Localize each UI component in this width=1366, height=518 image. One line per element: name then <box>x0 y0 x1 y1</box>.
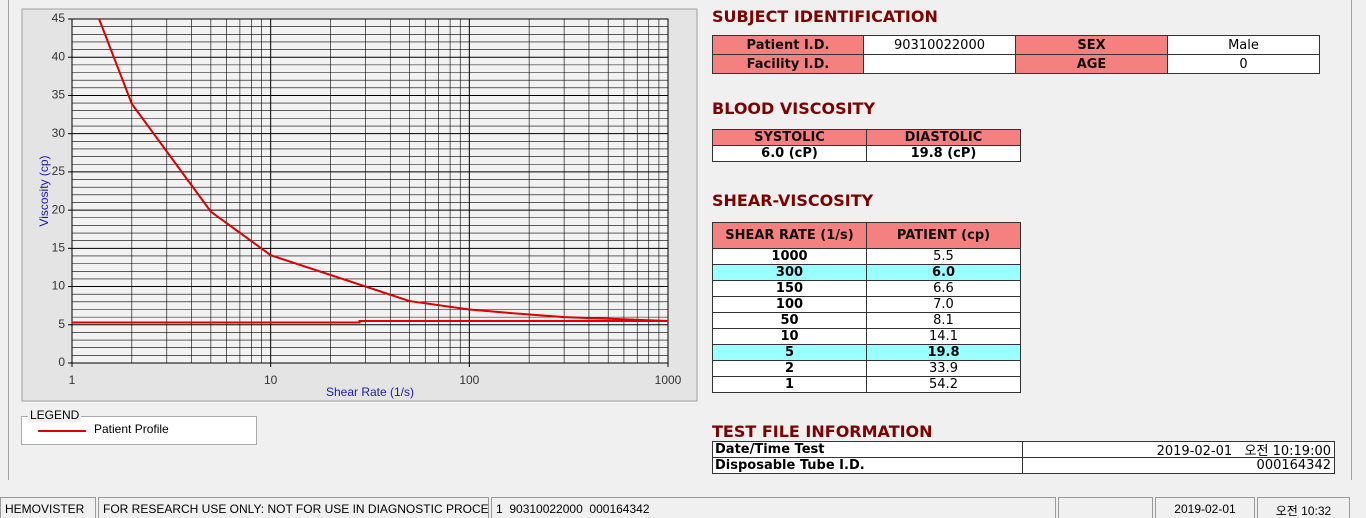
table-cell: 33.9 <box>866 360 1021 377</box>
field-label: Patient I.D. <box>712 35 864 55</box>
series-line <box>72 319 668 324</box>
panel-border <box>8 0 9 480</box>
y-tick-label: 0 <box>58 355 65 369</box>
y-tick-label: 35 <box>52 88 66 102</box>
y-tick-label: 10 <box>52 279 66 293</box>
table-cell: 150 <box>712 280 867 297</box>
table-cell: 54.2 <box>866 376 1021 393</box>
table-cell: 50 <box>712 312 867 329</box>
table-header: SYSTOLIC <box>712 129 867 146</box>
table-header: DIASTOLIC <box>866 129 1021 146</box>
field-label: Facility I.D. <box>712 54 864 74</box>
section-title: SHEAR-VISCOSITY <box>712 191 874 210</box>
table-cell: Disposable Tube I.D. <box>712 457 1023 474</box>
legend-title: LEGEND <box>28 408 82 422</box>
chart: 0 5 10 15 20 25 30 35 40 45 1 10 100 1000 Shear Rate … <box>21 8 698 402</box>
plot-area <box>71 18 669 364</box>
x-tick-label: 1000 <box>655 373 682 387</box>
table-cell: 19.8 <box>866 344 1021 361</box>
section-title: SUBJECT IDENTIFICATION <box>712 7 938 26</box>
x-tick-label: 1 <box>69 373 76 387</box>
y-axis-title: Viscosity (cp) <box>37 155 51 226</box>
y-tick-label: 15 <box>52 241 66 255</box>
field-label: AGE <box>1015 54 1168 74</box>
section-title: BLOOD VISCOSITY <box>712 99 876 118</box>
table-header: SHEAR RATE (1/s) <box>712 222 867 249</box>
panel-border <box>1351 0 1352 480</box>
table-cell: 1000 <box>712 248 867 265</box>
table-cell: 100 <box>712 296 867 313</box>
status-cell: 오전 10:32 <box>1257 497 1350 518</box>
table-cell: 6.0 (cP) <box>712 145 867 162</box>
x-tick-label: 100 <box>459 373 479 387</box>
field-label: SEX <box>1015 35 1168 55</box>
status-cell <box>1058 497 1153 518</box>
table-cell: 2019-02-01 오전 10:19:00 <box>1022 441 1335 458</box>
table-cell: 000164342 <box>1022 457 1335 474</box>
legend-swatch <box>38 430 86 432</box>
table-cell: 2 <box>712 360 867 377</box>
table-cell: 19.8 (cP) <box>866 145 1021 162</box>
table-cell: 8.1 <box>866 312 1021 329</box>
table-cell: 1 <box>712 376 867 393</box>
table-cell: 14.1 <box>866 328 1021 345</box>
y-tick-label: 20 <box>52 202 66 216</box>
table-cell: 6.0 <box>866 264 1021 281</box>
table-cell: Date/Time Test <box>712 441 1023 458</box>
y-tick-label: 5 <box>58 317 65 331</box>
table-cell: 7.0 <box>866 296 1021 313</box>
table-cell: 10 <box>712 328 867 345</box>
legend-label: Patient Profile <box>94 422 169 436</box>
status-cell: 2019-02-01 <box>1155 497 1255 518</box>
table-cell: 6.6 <box>866 280 1021 297</box>
table-cell: 5.5 <box>866 248 1021 265</box>
field-value <box>863 54 1016 74</box>
y-tick-label: 40 <box>52 49 66 63</box>
y-tick-label: 30 <box>52 126 66 140</box>
table-cell: 300 <box>712 264 867 281</box>
table-header: PATIENT (cp) <box>866 222 1021 249</box>
y-tick-label: 45 <box>52 11 66 25</box>
status-cell: HEMOVISTER <box>0 497 96 518</box>
y-tick-label: 25 <box>52 164 66 178</box>
field-value: 0 <box>1167 54 1320 74</box>
status-cell: 1 90310022000 000164342 <box>491 497 1056 518</box>
x-tick-label: 10 <box>264 373 278 387</box>
field-value: Male <box>1167 35 1320 55</box>
table-cell: 5 <box>712 344 867 361</box>
section-title: TEST FILE INFORMATION <box>712 422 933 441</box>
legend: LEGEND Patient Profile <box>21 408 257 445</box>
status-cell: FOR RESEARCH USE ONLY: NOT FOR USE IN DI… <box>98 497 489 518</box>
x-axis-title: Shear Rate (1/s) <box>326 385 414 399</box>
field-value: 90310022000 <box>863 35 1016 55</box>
series-line <box>98 19 668 322</box>
